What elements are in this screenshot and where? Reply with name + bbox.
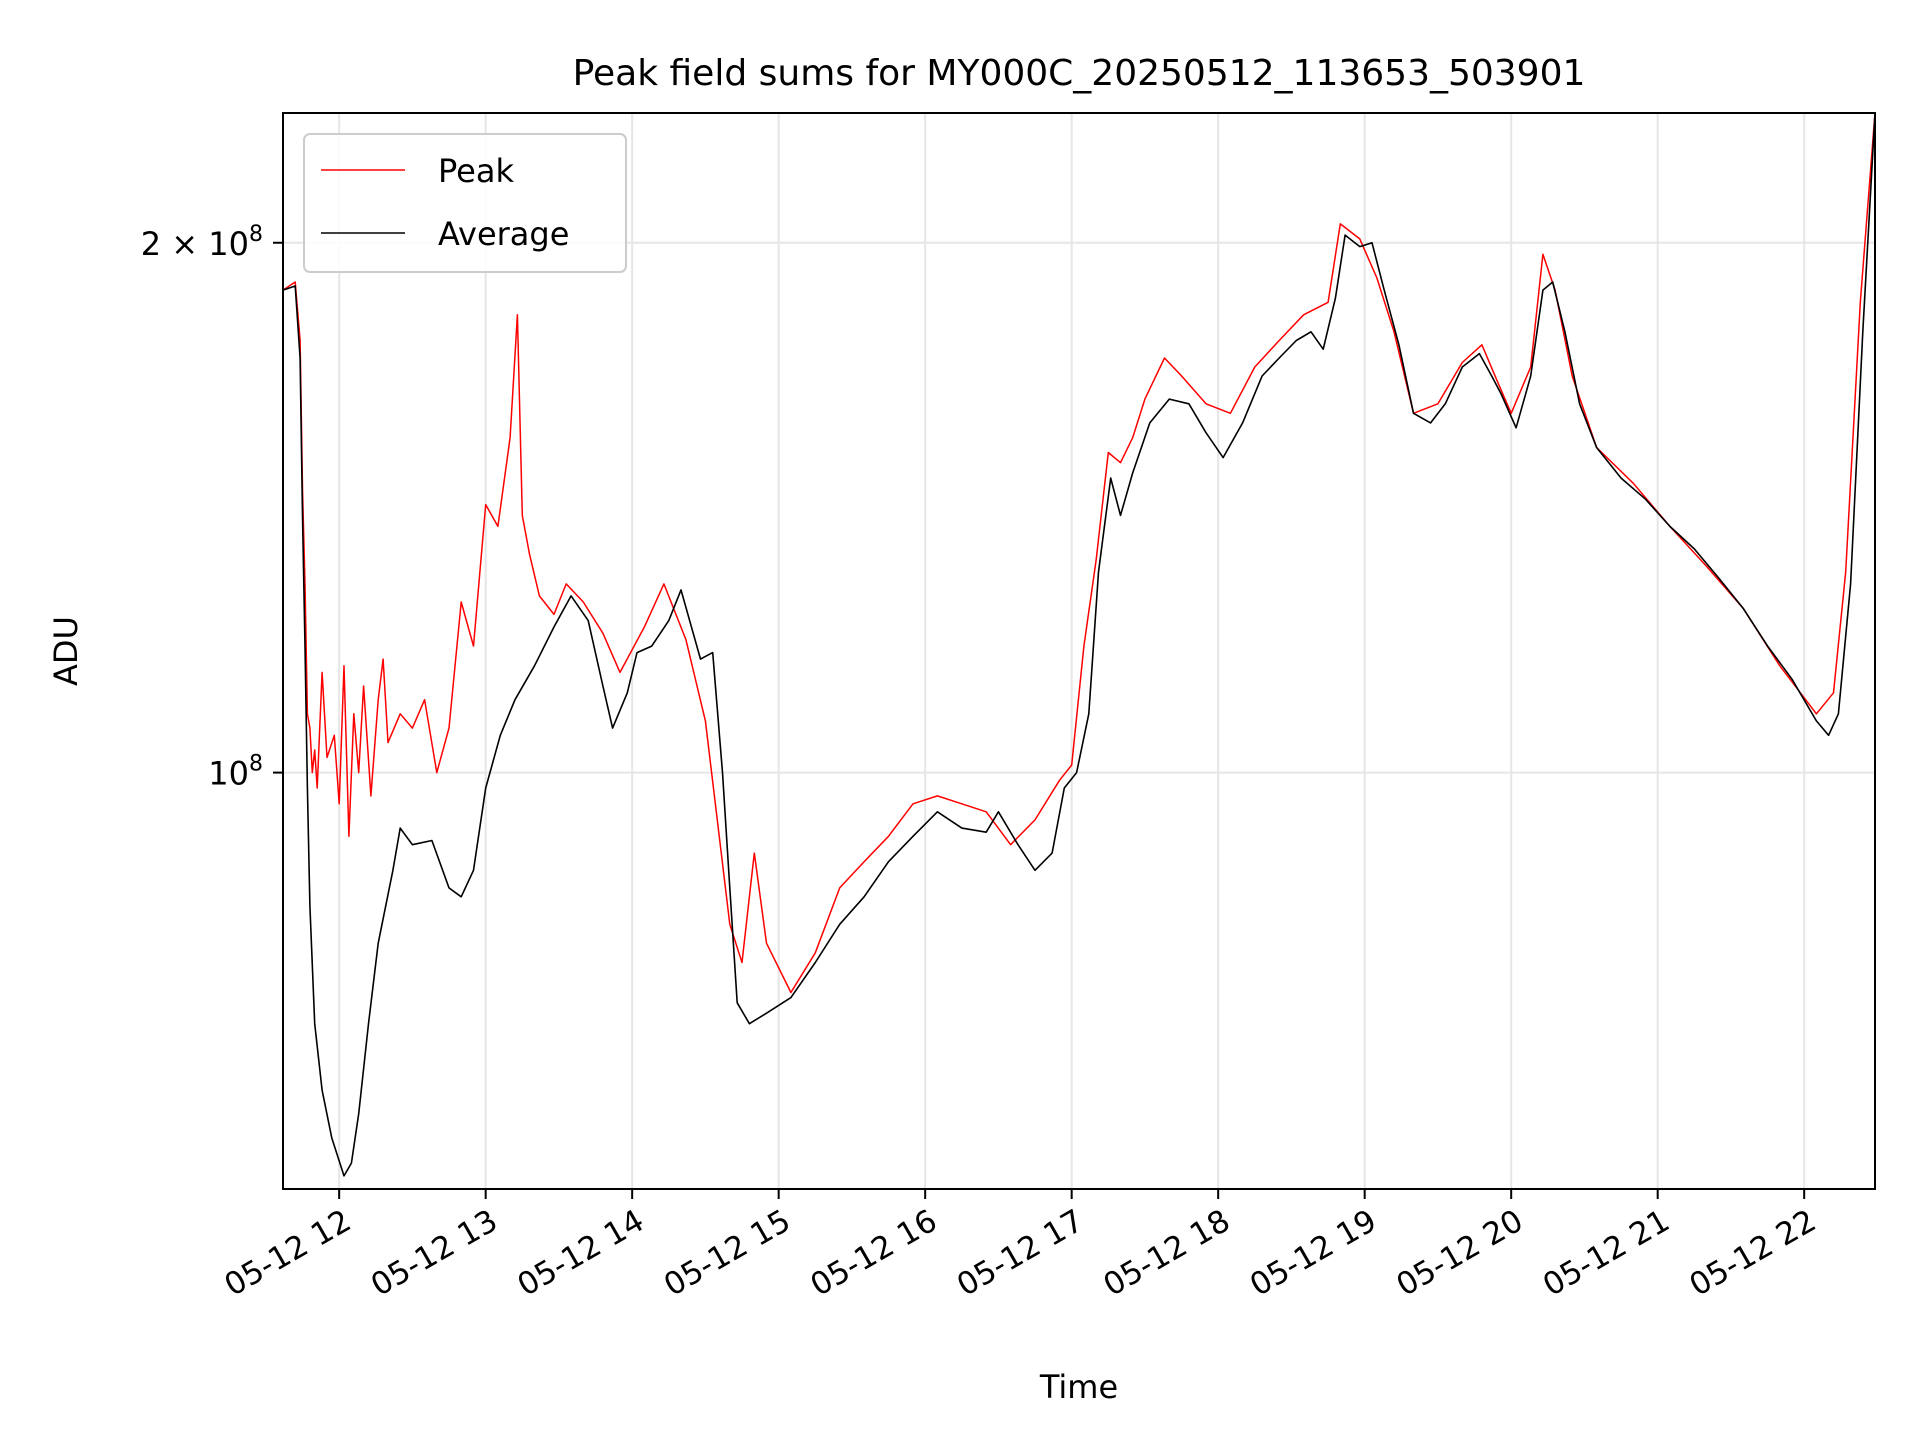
y-tick-label: 108 [208,752,263,793]
legend-label-average: Average [438,215,569,253]
series-layer [283,113,1875,1177]
y-tick-label: 2 × 108 [141,222,263,263]
series-line-peak [283,113,1875,994]
y-axis-label: ADU [47,616,85,686]
plot-frame [282,112,1876,1190]
legend-box [303,133,627,273]
x-axis-label: Time [1039,1368,1118,1406]
y-axis: 108 2 × 108 [141,222,283,793]
legend-label-peak: Peak [438,152,514,190]
legend: Peak Average [303,133,627,273]
chart-title: Peak field sums for MY000C_20250512_1136… [573,53,1586,94]
series-line-average [283,113,1875,1177]
